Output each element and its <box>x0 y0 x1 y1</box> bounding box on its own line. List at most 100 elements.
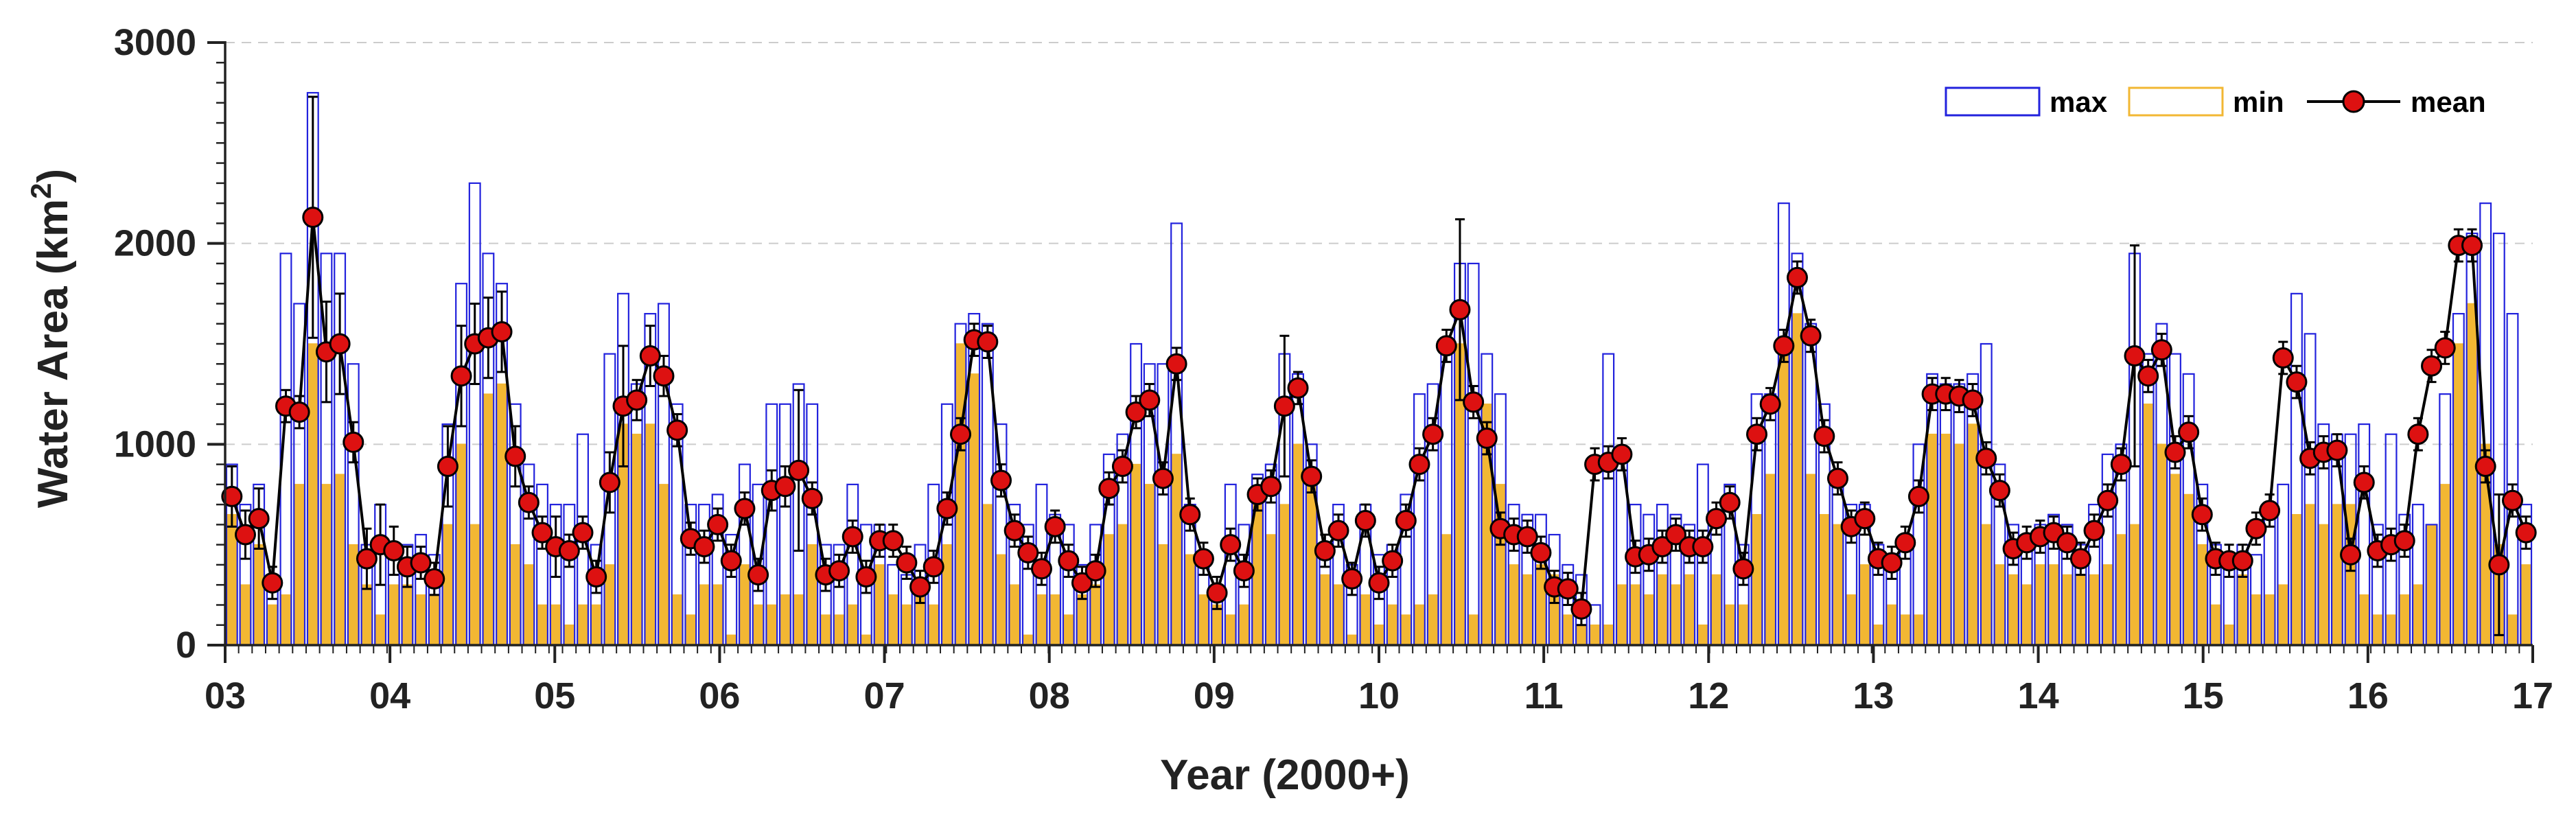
mean-marker <box>383 539 405 561</box>
min-bar <box>1791 313 1804 646</box>
min-bar <box>2277 584 2289 646</box>
mean-marker <box>2259 500 2281 522</box>
mean-marker <box>1260 476 1282 498</box>
min-bar <box>1764 474 1776 646</box>
mean-marker <box>504 445 526 467</box>
mean-marker <box>1017 541 1039 563</box>
min-bar <box>1116 524 1129 646</box>
min-bar <box>1170 454 1183 646</box>
mean-marker <box>1611 443 1633 465</box>
mean-marker <box>666 419 688 441</box>
min-bar <box>2412 584 2424 646</box>
min-bar <box>1049 594 1061 646</box>
y-axis-title-main: Water Area (km <box>30 199 77 508</box>
min-bar <box>1008 584 1021 646</box>
min-bar <box>968 373 980 646</box>
min-bar <box>982 504 994 646</box>
mean-marker <box>2164 441 2186 463</box>
min-bar <box>253 544 265 646</box>
min-bar <box>1575 624 1588 646</box>
min-bar <box>2007 574 2019 646</box>
min-bar <box>1872 624 1885 646</box>
mean-marker <box>531 522 553 544</box>
min-bar <box>509 544 522 646</box>
mean-marker <box>1111 456 1133 478</box>
min-bar <box>2088 574 2100 646</box>
min-bar <box>644 423 656 646</box>
x-tick-label: 16 <box>2347 675 2389 717</box>
min-bar <box>1225 614 1237 646</box>
min-bar <box>1521 574 1533 646</box>
min-bar <box>1197 594 1210 646</box>
min-bar <box>1089 584 1102 646</box>
mean-marker <box>653 365 675 387</box>
mean-marker <box>639 345 661 367</box>
min-bar <box>469 524 481 646</box>
mean-marker <box>329 333 351 355</box>
min-bar <box>482 393 495 646</box>
mean-marker <box>2124 345 2146 367</box>
min-bar <box>1103 534 1115 646</box>
mean-marker <box>1988 480 2010 502</box>
min-bar <box>1144 484 1156 646</box>
min-bar <box>1656 574 1669 646</box>
min-bar <box>1211 604 1223 646</box>
mean-marker <box>774 476 796 498</box>
min-bar <box>2169 474 2181 646</box>
min-bar <box>360 584 373 646</box>
mean-marker <box>410 552 432 574</box>
x-tick-label: 07 <box>864 675 905 717</box>
mean-marker <box>1152 467 1174 489</box>
mean-marker <box>626 389 648 411</box>
mean-marker <box>423 568 445 590</box>
min-bar <box>563 624 575 646</box>
min-bar <box>239 584 252 646</box>
mean-marker <box>1003 520 1025 541</box>
mean-marker <box>1220 534 1242 556</box>
mean-marker <box>882 530 904 552</box>
mean-marker <box>1530 541 1552 563</box>
legend-mean-label: mean <box>2411 86 2486 118</box>
min-bar <box>1427 594 1439 646</box>
mean-marker <box>2393 530 2415 552</box>
min-bar <box>1035 594 1048 646</box>
min-bar <box>2236 574 2249 646</box>
min-bar <box>2506 614 2519 646</box>
mean-marker <box>1692 536 1714 558</box>
mean-marker <box>1395 510 1417 532</box>
min-bar <box>441 524 454 646</box>
mean-marker <box>1786 266 1808 288</box>
axes <box>207 41 2534 663</box>
min-bar <box>833 614 846 646</box>
min-bar <box>293 484 305 646</box>
min-bar <box>428 594 441 646</box>
mean-marker <box>1746 423 1768 445</box>
min-bar <box>1306 484 1318 646</box>
min-bar <box>846 604 859 646</box>
mean-marker <box>1651 536 1673 558</box>
x-tick-label: 06 <box>699 675 740 717</box>
min-bar <box>334 474 346 646</box>
mean-marker <box>262 572 283 594</box>
min-bar <box>1885 604 1898 646</box>
x-tick-label: 05 <box>534 675 575 717</box>
mean-marker <box>2326 439 2348 461</box>
x-tick-label: 12 <box>1688 675 1729 717</box>
legend-mean-marker <box>2342 90 2365 113</box>
mean-marker <box>356 548 378 570</box>
mean-marker <box>1179 504 1201 526</box>
min-bar <box>2034 564 2046 646</box>
min-bar <box>1926 433 1938 646</box>
mean-marker <box>977 331 999 353</box>
min-bar <box>1899 614 1912 646</box>
mean-marker <box>437 456 459 478</box>
min-bar <box>1643 594 1655 646</box>
min-bar <box>2331 504 2343 646</box>
min-bar <box>590 604 603 646</box>
min-bar <box>995 554 1008 646</box>
mean-marker <box>896 552 918 574</box>
min-bar <box>954 343 967 646</box>
min-bar <box>401 584 414 646</box>
min-bar <box>550 604 562 646</box>
